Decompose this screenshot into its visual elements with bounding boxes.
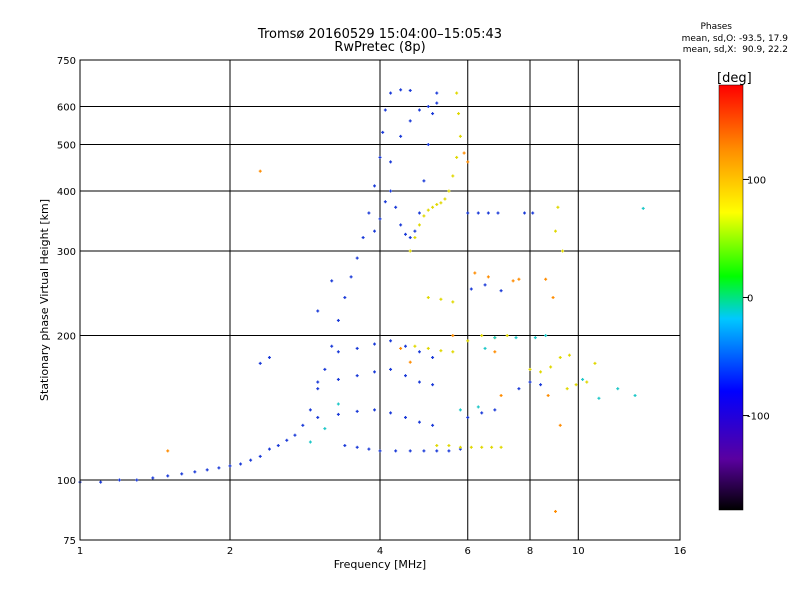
phases-label: Phases xyxy=(700,22,732,32)
colorbar-tick-label: -100 xyxy=(747,412,770,423)
phases-x-line: mean, sd,X: 90.9, 22.2 xyxy=(682,45,788,55)
x-tick-label: 10 xyxy=(572,546,585,557)
x-tick-label: 1 xyxy=(77,546,83,557)
phases-o-line: mean, sd,O: -93.5, 17.9 xyxy=(681,34,788,44)
colorbar-tick-label: 0 xyxy=(747,294,753,305)
x-tick-label: 16 xyxy=(674,546,687,557)
x-ticks: 1 2 4 6 8 10 16 xyxy=(77,546,687,557)
x-tick-label: 2 xyxy=(227,546,233,557)
y-tick-label: 500 xyxy=(57,141,76,152)
colorbar-ticks: 100 0 -100 xyxy=(743,175,770,423)
y-tick-label: 300 xyxy=(57,247,76,258)
x-axis-label: Frequency [MHz] xyxy=(334,558,426,571)
x-tick-label: 4 xyxy=(377,546,383,557)
y-tick-label: 400 xyxy=(57,187,76,198)
y-tick-label: 600 xyxy=(57,103,76,114)
y-axis-label: Stationary phase Virtual Height [km] xyxy=(38,199,51,401)
colorbar-tick-label: 100 xyxy=(747,175,766,186)
colorbar-unit: [deg] xyxy=(717,71,752,86)
chart-title-line1: Tromsø 20160529 15:04:00–15:05:43 xyxy=(257,27,503,42)
x-tick-label: 6 xyxy=(465,546,471,557)
y-tick-label: 100 xyxy=(57,476,76,487)
y-tick-label: 200 xyxy=(57,332,76,343)
colorbar xyxy=(718,84,744,511)
x-tick-label: 8 xyxy=(527,546,533,557)
plot-points xyxy=(78,88,645,513)
plot-frame xyxy=(79,59,681,541)
y-tick-label: 750 xyxy=(57,56,76,67)
y-tick-label: 75 xyxy=(63,536,76,547)
chart-title-line2: RwPretec (8p) xyxy=(334,40,426,55)
plot-grid xyxy=(80,60,680,540)
y-ticks: 75 100 200 300 400 500 600 750 xyxy=(57,56,76,547)
